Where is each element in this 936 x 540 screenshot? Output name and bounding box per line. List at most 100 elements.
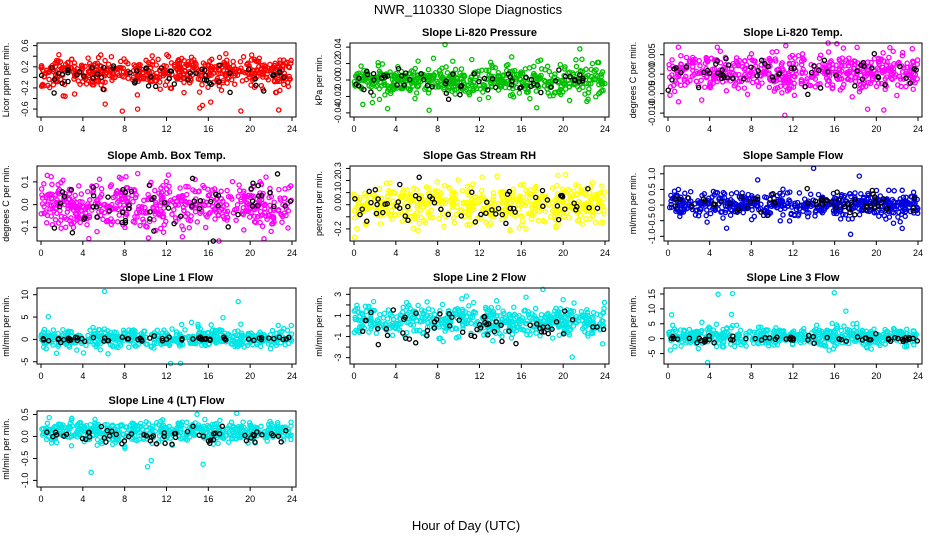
panel-title: Slope Line 2 Flow [433, 272, 526, 284]
data-point [552, 308, 558, 314]
data-point [166, 183, 172, 190]
x-tick-label: 24 [600, 248, 610, 258]
data-point [139, 209, 145, 215]
data-point [838, 327, 845, 334]
data-point [512, 212, 519, 218]
data-point [675, 99, 682, 105]
data-point [197, 198, 204, 204]
data-point [733, 189, 740, 196]
data-point [364, 68, 370, 75]
data-point [230, 210, 237, 216]
data-point [903, 75, 909, 81]
data-point [841, 81, 847, 88]
data-point [371, 192, 378, 199]
x-tick-label: 20 [871, 248, 881, 258]
x-tick-label: 12 [788, 124, 798, 134]
data-point [405, 217, 411, 224]
data-point [90, 192, 97, 199]
x-tick-label: 20 [871, 124, 881, 134]
y-tick-label: 0.00 [333, 71, 343, 89]
data-point [351, 208, 358, 214]
data-point [125, 205, 132, 212]
data-point [134, 68, 140, 74]
data-point [452, 66, 459, 73]
data-point [424, 327, 431, 334]
data-point [436, 215, 442, 222]
data-point [885, 67, 891, 73]
data-point [520, 194, 527, 201]
data-point [146, 182, 153, 188]
data-point [270, 220, 276, 227]
data-point [736, 57, 743, 64]
data-point [288, 57, 294, 64]
data-point [241, 227, 247, 233]
data-point [548, 72, 555, 78]
data-point [390, 307, 397, 313]
data-point [429, 195, 436, 202]
data-point [105, 61, 112, 67]
x-axis-label: Hour of Day (UTC) [412, 518, 520, 533]
data-point [418, 214, 424, 221]
data-point [425, 319, 431, 326]
data-point [566, 84, 572, 90]
data-point [205, 192, 212, 199]
data-point [493, 211, 499, 217]
data-point [169, 211, 175, 218]
data-point [717, 48, 724, 54]
data-point [418, 70, 424, 77]
data-point [517, 85, 523, 91]
data-point [891, 61, 897, 67]
data-point [252, 219, 259, 226]
data-point [752, 58, 758, 64]
x-tick-label: 4 [80, 248, 85, 258]
data-point [357, 211, 363, 218]
data-point [102, 329, 108, 336]
data-point [758, 209, 764, 215]
data-point [148, 196, 155, 203]
data-point [816, 55, 823, 61]
data-point [573, 57, 579, 63]
data-point [400, 304, 406, 311]
y-tick-label: 0 [20, 337, 30, 342]
x-tick-label: 8 [122, 248, 127, 258]
data-point [183, 183, 189, 190]
data-point [559, 194, 566, 200]
data-point [362, 317, 369, 324]
data-point [788, 65, 794, 72]
data-point [597, 77, 603, 83]
data-point [723, 55, 729, 62]
data-point [504, 191, 511, 197]
data-point [493, 319, 499, 325]
data-point [441, 223, 447, 230]
panel-title: Slope Amb. Box Temp. [107, 150, 226, 162]
data-point [479, 174, 485, 181]
data-point [535, 198, 542, 204]
data-point [525, 86, 531, 93]
data-point [721, 74, 727, 81]
data-point [478, 211, 484, 218]
data-point [396, 205, 403, 211]
data-point [387, 90, 394, 97]
data-point [913, 67, 919, 73]
data-point [777, 83, 784, 89]
x-tick-label: 4 [393, 248, 398, 258]
data-point [390, 86, 397, 93]
data-point [39, 201, 46, 207]
data-point [557, 86, 564, 93]
data-point [856, 88, 863, 95]
y-axis-label: ml/min per min. [1, 295, 11, 357]
data-point [837, 216, 844, 222]
data-point [815, 191, 822, 198]
data-point [875, 59, 882, 65]
data-point [727, 212, 734, 218]
data-point [532, 185, 538, 192]
data-point [148, 344, 154, 350]
data-point [279, 219, 285, 225]
data-point [551, 89, 558, 96]
data-point [280, 63, 286, 70]
data-point [220, 198, 226, 205]
y-tick-label: -3 [333, 354, 343, 362]
data-point [253, 82, 259, 89]
